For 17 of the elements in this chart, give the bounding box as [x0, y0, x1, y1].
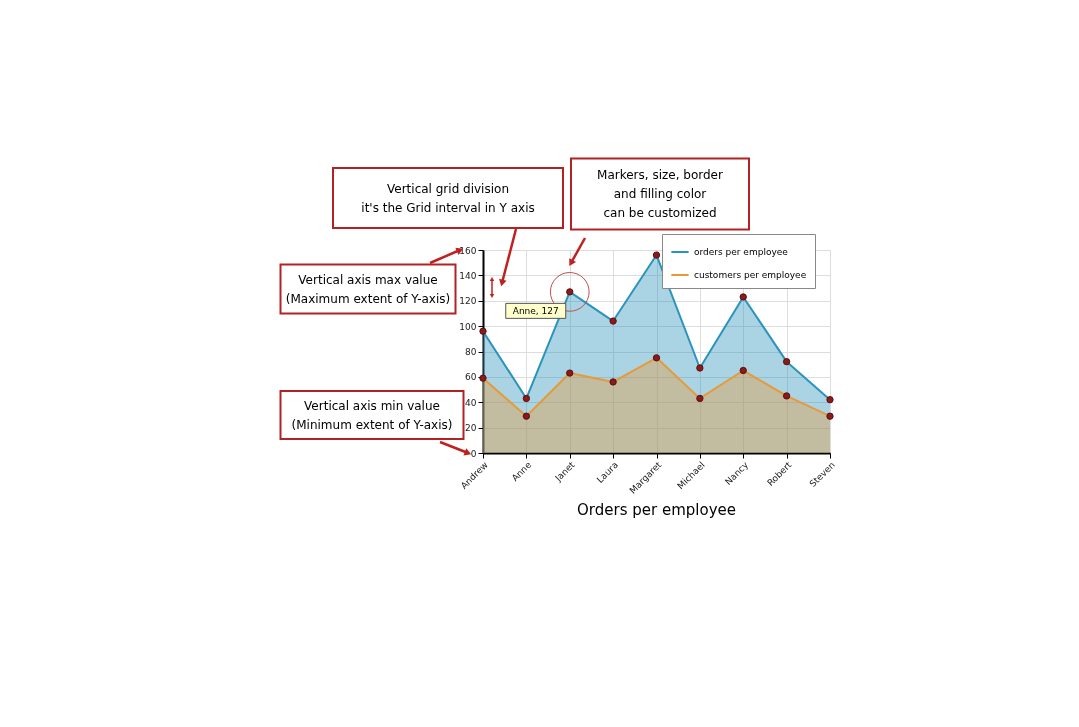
y-tick-label: 140	[459, 270, 477, 281]
text: Markers, size, border and filling color can be customized	[597, 168, 723, 220]
y-tick-label: 0	[470, 448, 477, 459]
text: Vertical axis min value (Minimum extent of Y-axis)	[291, 398, 453, 432]
text: Vertical grid division it's the Grid interval in Y axis	[361, 181, 535, 215]
y-tick-label: 20	[465, 423, 477, 434]
text: Orders per employee	[577, 501, 736, 520]
text: Vertical axis max value (Maximum extent of Y-axis)	[285, 272, 451, 306]
annotation: Anne, 127	[512, 305, 559, 316]
legend-label: orders per employee	[694, 247, 789, 257]
y-tick-label: 160	[459, 245, 477, 256]
legend-label: customers per employee	[694, 270, 807, 280]
y-tick-label: 60	[465, 372, 477, 383]
y-tick-label: 40	[465, 397, 477, 408]
y-tick-label: 120	[459, 296, 477, 307]
y-tick-label: 100	[459, 321, 477, 332]
y-tick-label: 80	[465, 347, 477, 357]
